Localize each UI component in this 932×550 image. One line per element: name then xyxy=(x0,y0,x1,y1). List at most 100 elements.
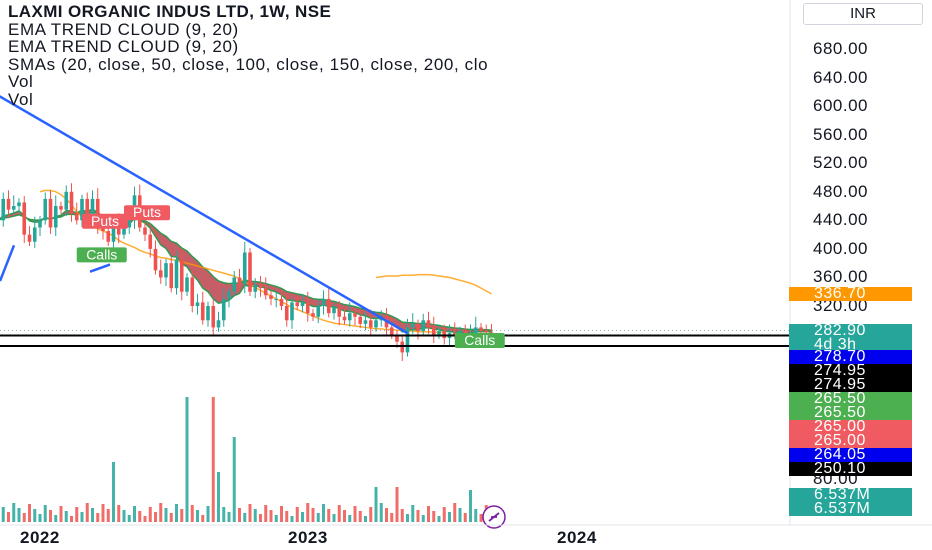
y-tick-label: 520.00 xyxy=(813,153,868,173)
y-tick-label: 480.00 xyxy=(813,181,868,201)
y-tick-label: 400.00 xyxy=(813,238,868,258)
candle-body xyxy=(122,227,126,235)
candle-body xyxy=(332,307,336,314)
volume-bar xyxy=(348,515,352,522)
volume-bar xyxy=(238,508,241,522)
candle-body xyxy=(426,320,431,328)
uptrend-line xyxy=(0,244,16,282)
candle-body xyxy=(416,323,420,331)
candle-body xyxy=(17,202,21,207)
legend-indicator-3: SMAs (20, close, 50, close, 100, close, … xyxy=(8,54,489,74)
candle-body xyxy=(69,191,74,214)
candle-body xyxy=(368,320,373,328)
candle-body xyxy=(59,206,63,210)
candle-body xyxy=(27,234,32,242)
candle-body xyxy=(326,298,331,314)
volume-bar xyxy=(479,514,483,522)
volume-bar xyxy=(70,516,73,522)
signal-label-text: Puts xyxy=(133,204,161,220)
price-tag: 265.00 xyxy=(789,419,912,435)
volume-bar xyxy=(448,512,451,522)
candle-body xyxy=(300,302,305,306)
candle-body xyxy=(95,198,100,228)
volume-bar xyxy=(80,512,84,522)
volume-tag: 6.537M xyxy=(789,487,912,503)
y-tick-label: 440.00 xyxy=(813,210,868,230)
y-tick-label: 560.00 xyxy=(813,124,868,144)
volume-bar xyxy=(421,515,425,522)
volume-bar xyxy=(259,514,262,522)
volume-bar xyxy=(353,506,357,522)
y-tick-label: 680.00 xyxy=(813,39,868,58)
volume-bar xyxy=(91,508,94,522)
price-tag: 265.00 xyxy=(789,433,912,449)
candle-body xyxy=(258,284,263,289)
volume-bar xyxy=(159,503,163,522)
volume-bar xyxy=(322,504,325,522)
volume-bar xyxy=(59,506,63,522)
volume-bar xyxy=(85,503,89,522)
volume-bar xyxy=(269,510,273,522)
candle-body xyxy=(431,327,436,335)
price-tag: 264.05 xyxy=(789,447,912,463)
volume-bar xyxy=(33,509,37,522)
volume-bar xyxy=(180,509,184,522)
candle-body xyxy=(253,284,258,292)
candle-body xyxy=(321,298,326,306)
currency-button[interactable]: INR xyxy=(803,3,923,25)
volume-bar xyxy=(164,508,168,522)
candle-body xyxy=(290,302,294,321)
volume-bar xyxy=(127,515,131,522)
horizontal-levels xyxy=(0,334,790,347)
y-tick-label: 640.00 xyxy=(813,67,868,87)
signal-label-bg xyxy=(82,213,128,229)
volume-bar xyxy=(227,512,231,522)
signal-label-text: Puts xyxy=(91,213,119,229)
volume-bar xyxy=(469,490,472,522)
volume-bar xyxy=(385,508,388,522)
volume-bar xyxy=(327,509,331,522)
volume-bar xyxy=(143,516,147,522)
candle-body xyxy=(158,270,163,278)
volume-bar xyxy=(106,509,110,522)
volume-bar xyxy=(248,504,252,522)
candle-body xyxy=(337,307,342,317)
volume-bar xyxy=(28,504,31,522)
candle-body xyxy=(458,330,462,335)
volume-bar xyxy=(154,512,157,522)
legend-indicator-5: Vol xyxy=(8,89,34,108)
y-tick-label: 600.00 xyxy=(813,96,868,116)
candle-body xyxy=(153,248,158,271)
volume-bar xyxy=(43,505,47,522)
volume-bar xyxy=(185,397,189,522)
candle-body xyxy=(48,198,53,228)
volume-bar xyxy=(390,513,394,522)
candle-body xyxy=(284,306,289,321)
volume-bar xyxy=(411,505,415,522)
candle-body xyxy=(316,306,321,317)
candle-body xyxy=(64,191,69,210)
candle-body xyxy=(53,206,58,228)
candle-body xyxy=(143,227,147,235)
volume-bar xyxy=(458,508,462,522)
volume-bar xyxy=(49,510,52,522)
volume-bar xyxy=(442,507,446,522)
volume-bar xyxy=(332,514,336,522)
price-tag: 265.50 xyxy=(789,405,912,421)
candle-body xyxy=(248,252,252,292)
volume-bar xyxy=(217,472,220,522)
candle-body xyxy=(74,213,79,221)
volume-bar xyxy=(206,506,210,522)
price-tag: 274.95 xyxy=(789,377,912,393)
signal-label-text: Calls xyxy=(86,246,117,262)
candle-body xyxy=(347,313,352,321)
candle-body xyxy=(295,302,300,306)
volume-bar xyxy=(138,511,142,522)
candle-body xyxy=(6,198,11,210)
volume-bar xyxy=(280,506,283,522)
candle-body xyxy=(179,259,184,292)
volume-bar xyxy=(196,510,199,522)
candle-body xyxy=(116,223,121,235)
sma-long-line xyxy=(375,273,492,295)
